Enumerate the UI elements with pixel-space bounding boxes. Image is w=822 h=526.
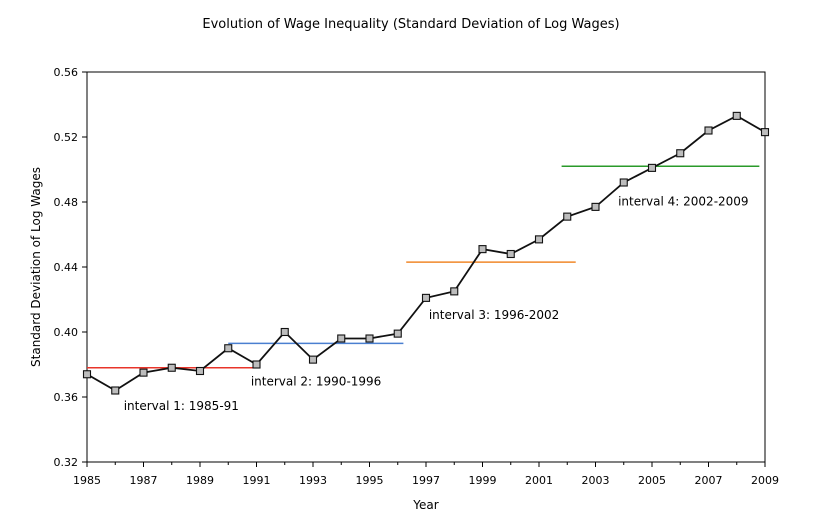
data-point (534, 235, 544, 244)
x-tick-label: 1989 (186, 474, 214, 487)
series-line-group (86, 114, 766, 392)
interval-annotation: interval 2: 1990-1996 (251, 375, 381, 389)
x-tick-label: 2005 (638, 474, 666, 487)
data-point (506, 249, 515, 259)
data-point (167, 363, 176, 372)
y-tick-label: 0.56 (54, 66, 79, 79)
data-point (252, 360, 261, 369)
data-point (647, 163, 657, 172)
data-markers (82, 111, 770, 395)
data-point (676, 149, 685, 158)
y-axis: 0.32 0.36 0.40 0.44 0.48 0.52 0.56 (54, 66, 87, 469)
data-point (591, 202, 600, 211)
x-tick-label: 1993 (299, 474, 327, 487)
data-point (139, 368, 148, 377)
data-point (308, 355, 318, 364)
x-tick-label: 1997 (412, 474, 440, 487)
x-tick-label: 2001 (525, 474, 553, 487)
data-point (760, 128, 770, 137)
data-point (195, 366, 205, 376)
data-point (280, 327, 289, 337)
y-tick-label: 0.48 (54, 196, 79, 209)
y-tick-label: 0.32 (54, 456, 79, 469)
interval-annotation: interval 4: 2002-2009 (618, 194, 748, 208)
data-point (365, 334, 374, 343)
x-tick-label: 2009 (751, 474, 779, 487)
x-tick-label: 1999 (469, 474, 497, 487)
interval-annotation: interval 1: 1985-91 (124, 399, 239, 413)
y-tick-label: 0.36 (54, 391, 79, 404)
interval-annotation: interval 3: 1996-2002 (429, 308, 559, 322)
series-line (86, 114, 766, 392)
x-tick-label: 1991 (243, 474, 271, 487)
x-tick-label: 2007 (695, 474, 723, 487)
y-tick-label: 0.40 (54, 326, 79, 339)
y-tick-label: 0.52 (54, 131, 79, 144)
x-tick-label: 2003 (582, 474, 610, 487)
data-point (563, 212, 572, 221)
data-point (421, 293, 431, 302)
interval-annotations: interval 1: 1985-91 interval 2: 1990-1996… (124, 194, 749, 413)
data-point (732, 111, 741, 120)
data-point (393, 329, 402, 338)
x-tick-label: 1987 (130, 474, 158, 487)
data-point (450, 287, 459, 296)
data-point (619, 178, 628, 187)
x-axis-label: Year (412, 498, 438, 512)
data-point (478, 245, 487, 254)
data-point (82, 370, 92, 379)
data-point (224, 344, 233, 353)
x-tick-label: 1995 (356, 474, 384, 487)
x-axis: 1985 1987 1989 1991 1993 1995 1997 1999 2001 2003… (73, 462, 779, 487)
y-axis-label: Standard Deviation of Log Wages (29, 167, 43, 367)
chart-title: Evolution of Wage Inequality (Standard D… (202, 17, 619, 32)
data-point (704, 126, 713, 135)
y-tick-label: 0.44 (54, 261, 79, 274)
x-tick-label: 1985 (73, 474, 101, 487)
data-point (111, 386, 120, 395)
data-point (337, 334, 346, 343)
